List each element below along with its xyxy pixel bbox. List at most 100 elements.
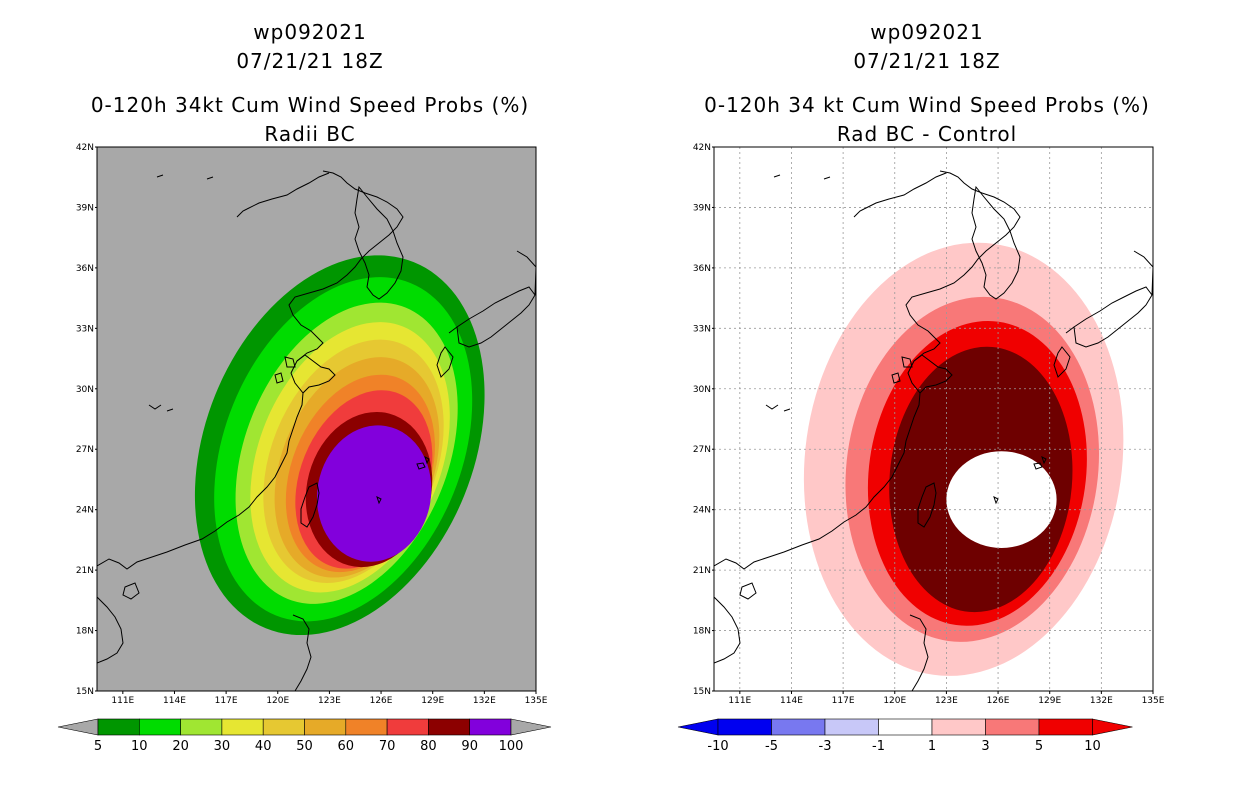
right-colorbar-label: 1	[928, 739, 936, 754]
left-lat-tick-label: 30N	[76, 385, 94, 395]
left-lon-tick-label: 126E	[370, 696, 393, 706]
left-lon-tick-label: 129E	[421, 696, 444, 706]
left-lon-tick-label: 111E	[111, 696, 134, 706]
left-colorbar-label: 90	[461, 739, 478, 754]
left-lon-tick-label: 114E	[163, 696, 186, 706]
left-lat-tick-label: 21N	[76, 566, 94, 576]
left-map-panel: 111E 114E 117E 120E 123E 126E 129E 132E 135E 15N 1…	[57, 143, 552, 754]
left-colorbar: 5 10 20 30 40 50 60 70 80 90 100	[57, 718, 552, 754]
left-lon-tick-label: 132E	[473, 696, 496, 706]
left-colorbar-swatch	[428, 718, 470, 736]
left-colorbar-swatch	[386, 718, 429, 736]
right-panel-title: wp092021 07/21/21 18Z 0-120h 34 kt Cum W…	[677, 18, 1177, 149]
left-contour-90	[316, 425, 432, 562]
left-lon-tick-label: 117E	[215, 696, 238, 706]
right-lat-tick-label: 15N	[693, 687, 711, 697]
left-colorbar-label: 5	[94, 739, 102, 754]
right-lon-tick-label: 114E	[780, 696, 803, 706]
left-colorbar-label: 40	[255, 739, 272, 754]
right-lon-tick-label: 135E	[1142, 696, 1165, 706]
left-colorbar-swatch	[262, 718, 305, 736]
right-lat-tick-label: 21N	[693, 566, 711, 576]
left-lat-tick-label: 36N	[76, 264, 94, 274]
right-product-title: 0-120h 34 kt Cum Wind Speed Probs (%)	[704, 93, 1150, 117]
left-product-title: 0-120h 34kt Cum Wind Speed Probs (%)	[90, 93, 530, 117]
right-lat-tick-label: 42N	[693, 143, 711, 153]
left-map-frame	[96, 146, 537, 692]
left-colorbar-label: 70	[379, 739, 396, 754]
left-colorbar-left-arrow	[57, 718, 99, 736]
right-map-panel: 111E 114E 117E 120E 123E 126E 129E 132E 135E 15N 1…	[677, 143, 1165, 754]
left-colorbar-label: 30	[214, 739, 231, 754]
left-lat-tick-label: 39N	[76, 203, 94, 213]
right-lat-tick-label: 36N	[693, 264, 711, 274]
right-colorbar-left-arrow	[677, 718, 719, 736]
left-colorbar-label: 20	[172, 739, 189, 754]
left-colorbar-label: 10	[131, 739, 148, 754]
right-lon-tick-label: 132E	[1090, 696, 1113, 706]
left-colorbar-swatch	[221, 718, 264, 736]
right-colorbar-swatch	[717, 718, 772, 736]
left-lon-tick-label: 123E	[318, 696, 341, 706]
right-lon-tick-label: 126E	[987, 696, 1010, 706]
left-lat-tick-label: 18N	[76, 627, 94, 637]
left-panel-title: wp092021 07/21/21 18Z 0-120h 34kt Cum Wi…	[60, 18, 560, 149]
left-colorbar-swatch	[304, 718, 347, 736]
right-lat-tick-label: 18N	[693, 627, 711, 637]
right-colorbar-label: 10	[1084, 739, 1101, 754]
right-colorbar-swatch	[878, 718, 933, 736]
left-lat-tick-label: 15N	[76, 687, 94, 697]
right-colorbar-label: -10	[707, 739, 728, 754]
left-probability-contours	[194, 255, 485, 636]
right-lon-tick-label: 120E	[883, 696, 906, 706]
right-colorbar-swatch	[931, 718, 986, 736]
left-colorbar-label: 50	[296, 739, 313, 754]
right-lon-tick-label: 123E	[935, 696, 958, 706]
right-lat-tick-label: 33N	[693, 324, 711, 334]
left-colorbar-label: 60	[338, 739, 355, 754]
right-colorbar-swatch	[824, 718, 879, 736]
right-storm-id: wp092021	[870, 20, 984, 44]
right-lat-tick-label: 30N	[693, 385, 711, 395]
left-lat-tick-label: 24N	[76, 506, 94, 516]
right-lat-tick-label: 39N	[693, 203, 711, 213]
right-colorbar-label: 3	[981, 739, 989, 754]
right-colorbar-label: -1	[872, 739, 885, 754]
right-lon-tick-label: 117E	[832, 696, 855, 706]
left-colorbar-right-arrow	[510, 718, 552, 736]
right-contour--1	[946, 451, 1057, 548]
left-lon-tick-label: 120E	[266, 696, 289, 706]
left-colorbar-swatch	[97, 718, 140, 736]
left-colorbar-swatch	[180, 718, 223, 736]
right-colorbar-swatch	[985, 718, 1040, 736]
right-lat-tick-label: 27N	[693, 445, 711, 455]
right-colorbar-label: 5	[1035, 739, 1043, 754]
left-colorbar-label: 80	[420, 739, 437, 754]
right-colorbar-label: -5	[765, 739, 778, 754]
left-axis-ticks: 111E 114E 117E 120E 123E 126E 129E 132E 135E 15N 1…	[76, 143, 548, 706]
right-lon-tick-label: 111E	[728, 696, 751, 706]
right-axis-ticks: 111E 114E 117E 120E 123E 126E 129E 132E 135E 15N 1…	[693, 143, 1165, 706]
left-colorbar-swatch	[469, 718, 512, 736]
right-colorbar-right-arrow	[1092, 718, 1133, 736]
right-gridlines	[714, 147, 1153, 691]
right-lat-tick-label: 24N	[693, 506, 711, 516]
right-difference-contours	[803, 242, 1124, 676]
left-colorbar-swatch	[139, 718, 181, 736]
left-lat-tick-label: 27N	[76, 445, 94, 455]
left-colorbar-swatch	[345, 718, 388, 736]
right-colorbar-swatch	[1038, 718, 1093, 736]
right-map-frame	[713, 146, 1154, 692]
right-subtitle: Rad BC - Control	[836, 122, 1018, 146]
left-colorbar-label: 100	[499, 739, 524, 754]
left-lat-tick-label: 42N	[76, 143, 94, 153]
right-colorbar: -10 -5 -3 -1 1 3 5 10	[677, 718, 1133, 754]
right-lon-tick-label: 129E	[1038, 696, 1061, 706]
left-lat-tick-label: 33N	[76, 324, 94, 334]
right-colorbar-swatch	[771, 718, 826, 736]
left-subtitle: Radii BC	[264, 122, 356, 146]
right-date: 07/21/21 18Z	[853, 49, 1001, 73]
left-storm-id: wp092021	[253, 20, 367, 44]
left-lon-tick-label: 135E	[525, 696, 548, 706]
